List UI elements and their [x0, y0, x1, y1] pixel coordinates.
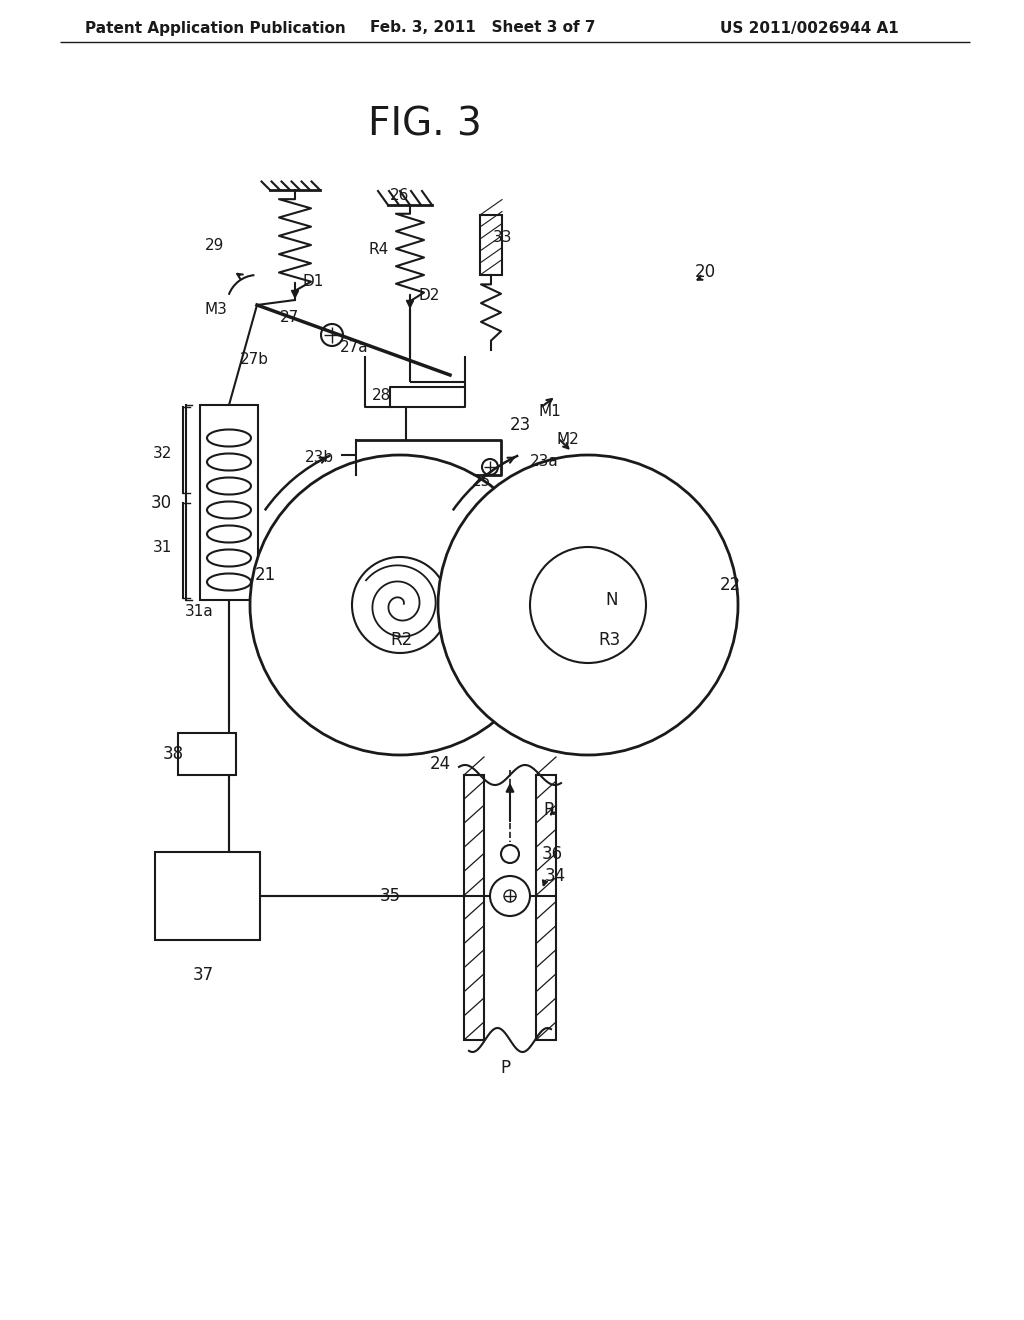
- Text: 34: 34: [545, 867, 566, 884]
- Text: 24: 24: [430, 755, 452, 774]
- Text: R2: R2: [390, 631, 413, 649]
- Text: 26: 26: [390, 187, 410, 202]
- Text: 31a: 31a: [185, 605, 214, 619]
- Text: M3: M3: [205, 302, 228, 318]
- Text: R: R: [543, 801, 555, 818]
- Text: 27: 27: [280, 309, 299, 325]
- Circle shape: [321, 323, 343, 346]
- Text: 33: 33: [493, 231, 512, 246]
- Bar: [464, 775, 484, 1040]
- Text: FIG. 3: FIG. 3: [368, 106, 482, 144]
- Text: 38: 38: [163, 744, 184, 763]
- Text: US 2011/0026944 A1: US 2011/0026944 A1: [720, 21, 899, 36]
- Text: 36: 36: [542, 845, 563, 863]
- Circle shape: [482, 459, 498, 475]
- Text: 23a: 23a: [530, 454, 559, 470]
- Text: 28: 28: [372, 388, 391, 403]
- Text: M1: M1: [538, 404, 561, 420]
- Circle shape: [250, 455, 550, 755]
- Text: 30: 30: [151, 494, 172, 511]
- Circle shape: [504, 890, 516, 902]
- Text: R3: R3: [598, 631, 621, 649]
- Text: 37: 37: [193, 966, 214, 983]
- Bar: [536, 775, 556, 1040]
- Bar: [200, 405, 258, 601]
- Bar: [155, 851, 260, 940]
- Text: 21: 21: [255, 566, 276, 583]
- Circle shape: [530, 546, 646, 663]
- Text: 31: 31: [153, 540, 172, 554]
- Text: 35: 35: [380, 887, 401, 906]
- Bar: [480, 215, 502, 275]
- Text: M2: M2: [556, 433, 579, 447]
- Text: Patent Application Publication: Patent Application Publication: [85, 21, 346, 36]
- Text: R4: R4: [368, 243, 388, 257]
- Text: 25: 25: [472, 474, 492, 490]
- Text: 32: 32: [153, 446, 172, 461]
- Text: 23: 23: [510, 416, 531, 434]
- Text: N: N: [605, 591, 617, 609]
- Bar: [178, 733, 236, 775]
- Text: 29: 29: [205, 238, 224, 252]
- Text: Feb. 3, 2011   Sheet 3 of 7: Feb. 3, 2011 Sheet 3 of 7: [370, 21, 596, 36]
- Text: 27b: 27b: [240, 352, 269, 367]
- Text: 23b: 23b: [305, 450, 334, 466]
- Text: 27a: 27a: [340, 341, 369, 355]
- Text: 22: 22: [720, 576, 741, 594]
- Text: 20: 20: [695, 263, 716, 281]
- Text: D1: D1: [302, 275, 324, 289]
- Text: D2: D2: [418, 289, 439, 304]
- Circle shape: [438, 455, 738, 755]
- Circle shape: [490, 876, 530, 916]
- Circle shape: [352, 557, 449, 653]
- Circle shape: [501, 845, 519, 863]
- Text: P: P: [500, 1059, 510, 1077]
